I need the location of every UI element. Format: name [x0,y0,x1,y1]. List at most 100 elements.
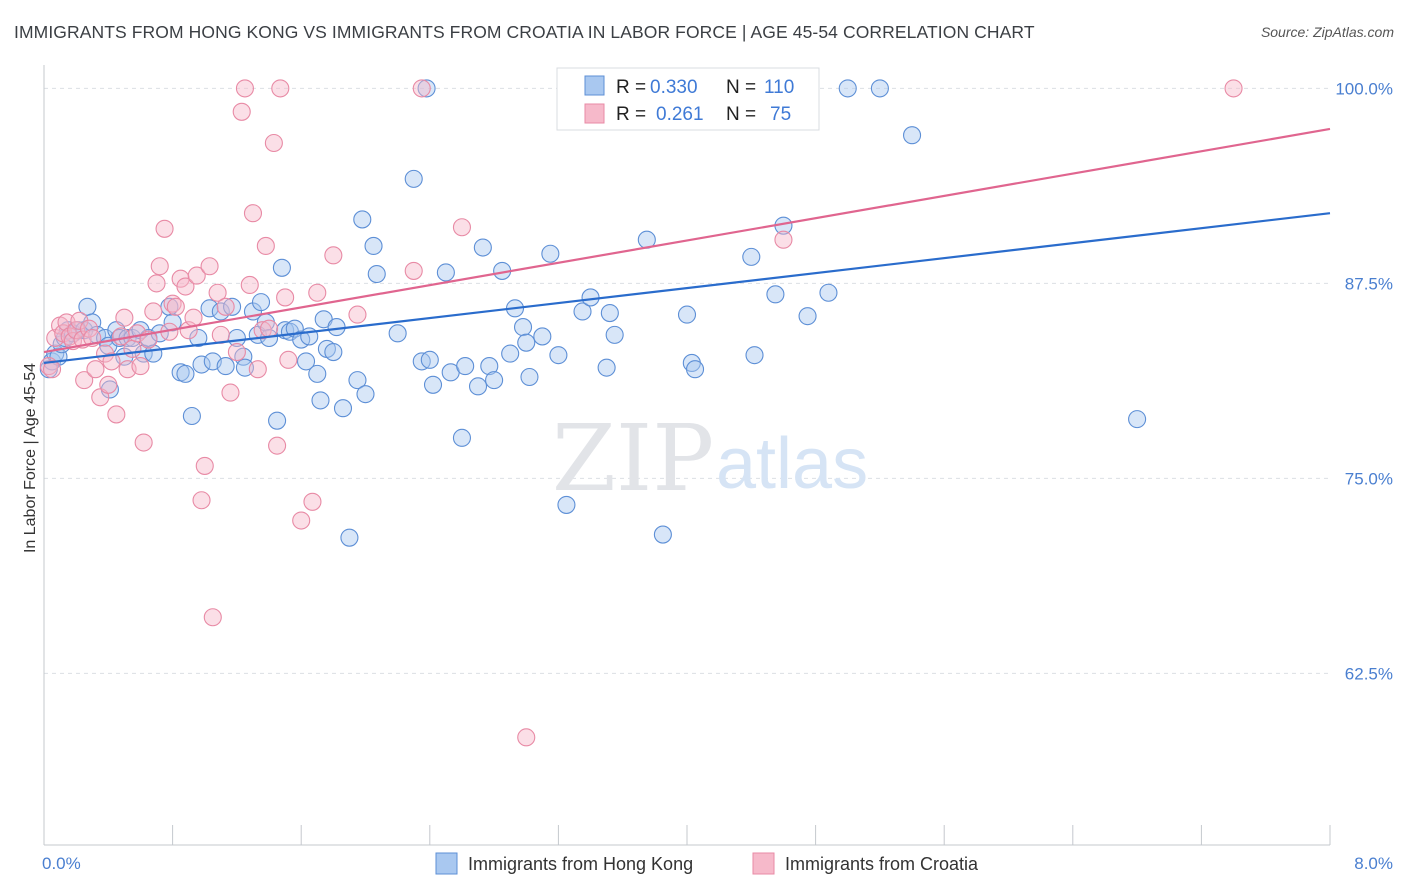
croatia-point-53 [248,360,267,379]
y-tick-label-2: 87.5% [1345,274,1393,293]
hong-kong-point-46 [268,411,287,430]
croatia-point-52 [243,204,263,223]
croatia-point-23 [123,339,142,358]
hong-kong-point-33 [200,299,219,318]
croatia-point-11 [75,371,94,390]
croatia-point-61 [279,350,298,369]
hong-kong-point-86 [520,367,539,387]
legend-r-value-2: 0.261 [656,104,704,125]
hong-kong-point-94 [600,303,619,323]
hong-kong-point-79 [480,357,499,376]
croatia-point-43 [203,608,222,627]
croatia-point-33 [163,294,182,313]
hong-kong-point-107 [819,283,838,302]
hong-kong-point-109 [870,79,889,98]
hong-kong-point-70 [417,79,436,98]
hong-kong-point-87 [533,327,552,346]
legend-bottom-swatch-croatia [752,852,775,875]
croatia-point-31 [155,219,174,238]
croatia-point-62 [292,511,311,530]
hong-kong-point-106 [798,307,817,326]
croatia-point-57 [264,133,283,153]
legend-r-value-1: 0.330 [650,77,698,98]
hong-kong-point-72 [423,375,443,394]
croatia-point-42 [200,257,219,276]
croatia-point-72 [1224,79,1243,98]
hong-kong-point-91 [573,302,592,321]
croatia-point-28 [144,302,163,321]
source-label: Source: ZipAtlas.com [1260,24,1394,40]
hong-kong-point-99 [677,305,697,324]
trend-lines [43,127,1331,365]
hong-kong-point-58 [324,342,343,362]
legend-r-label-2: R = [616,104,646,125]
hong-kong-point-76 [456,357,475,376]
croatia-point-49 [232,102,251,121]
watermark: ZIP atlas [552,405,868,512]
grid-lines [44,87,1330,674]
croatia-point-21 [115,308,134,327]
hong-kong-point-30 [182,406,201,426]
croatia-point-19 [107,405,126,424]
hong-kong-point-37 [223,297,242,316]
legend-swatch-croatia [584,103,605,124]
hong-kong-point-65 [364,236,383,256]
croatia-point-58 [268,436,287,455]
hong-kong-point-67 [388,324,407,343]
croatia-point-25 [131,357,150,376]
trend-line-croatia [43,127,1331,354]
croatia-point-48 [227,342,246,362]
hong-kong-point-92 [581,288,600,307]
croatia-point-68 [412,79,431,98]
croatia-point-47 [221,383,240,402]
croatia-point-54 [253,321,272,340]
chart-title: IMMIGRANTS FROM HONG KONG VS IMMIGRANTS … [14,22,1035,42]
hong-kong-point-108 [838,79,857,98]
croatia-point-50 [235,79,254,98]
croatia-point-30 [150,257,169,276]
hong-kong-point-90 [557,495,576,514]
croatia-point-26 [134,433,153,452]
hong-kong-point-102 [742,247,761,266]
y-axis-label: In Labor Force | Age 45-54 [22,363,39,553]
croatia-point-60 [276,288,295,307]
hong-kong-point-73 [436,263,455,282]
legend-bottom: Immigrants from Hong Kong Immigrants fro… [435,852,979,875]
legend-n-value-2: 75 [770,104,791,125]
croatia-point-1 [42,360,62,379]
hong-kong-point-75 [452,428,472,447]
hong-kong-point-52 [296,352,316,371]
legend-r-label-1: R = [616,77,646,98]
hong-kong-point-84 [513,318,533,337]
hong-kong-point-82 [501,344,520,363]
croatia-point-67 [404,261,423,280]
croatia-point-63 [303,492,322,511]
x-tick-label-max: 8.0% [1354,854,1393,873]
croatia-point-66 [348,305,367,324]
x-tick-label-min: 0.0% [42,854,81,873]
croatia-point-51 [240,275,259,295]
croatia-point-18 [102,352,121,371]
croatia-point-38 [184,308,203,327]
hong-kong-point-103 [745,346,764,365]
croatia-point-65 [324,246,343,265]
hong-kong-point-32 [192,355,211,374]
croatia-point-36 [176,277,195,296]
legend-n-label-2: N = [726,104,756,125]
hong-kong-point-95 [605,325,624,344]
legend-bottom-label-hong-kong: Immigrants from Hong Kong [468,854,693,874]
hong-kong-point-60 [333,399,353,418]
hong-kong-point-64 [356,385,375,404]
croatia-point-46 [216,297,235,316]
hong-kong-point-68 [404,169,423,188]
hong-kong-point-111 [1128,410,1147,429]
hong-kong-point-78 [473,238,492,257]
croatia-point-41 [195,456,214,475]
y-tick-label-3: 100.0% [1335,79,1393,98]
legend-swatch-hong-kong [584,75,605,96]
hong-kong-point-71 [420,350,439,369]
croatia-point-17 [99,375,118,394]
hong-kong-point-47 [272,258,291,277]
hong-kong-point-61 [340,528,359,547]
